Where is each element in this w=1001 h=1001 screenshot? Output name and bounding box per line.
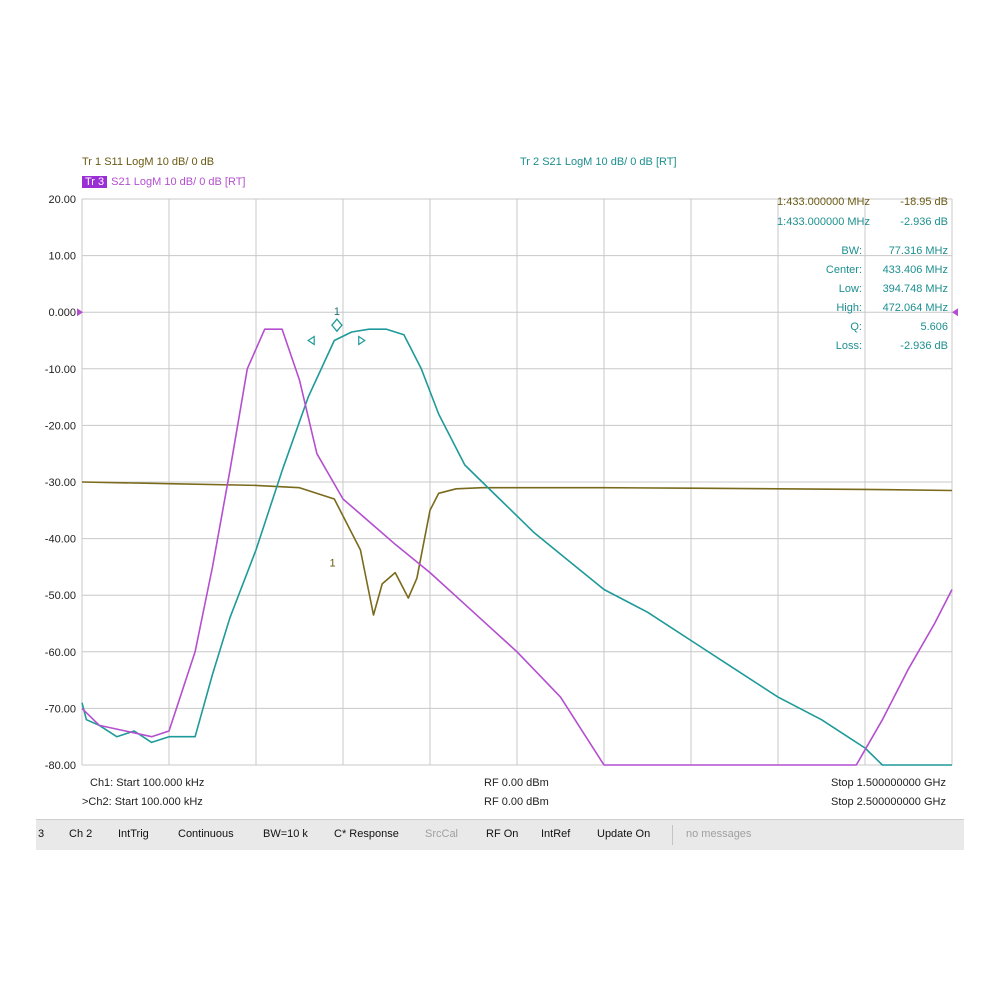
bw-stat-value: 472.064 MHz (883, 302, 948, 314)
smith-plot-area: 20.00 10.00 0.000 -10.00 -20.00 -30.00 -40.00 -… (45, 194, 958, 772)
ch1-power: RF 0.00 dBm (484, 777, 549, 789)
bw-stat-label: High: (836, 302, 862, 314)
y-tick-label: -50.00 (45, 590, 76, 602)
status-active-channel[interactable]: Ch 2 (69, 828, 93, 840)
y-tick-label: -80.00 (45, 760, 76, 772)
marker-readout-s11-value: -18.95 dB (900, 196, 948, 208)
bw-stat-label: Q: (850, 321, 862, 333)
trace2-header[interactable]: Tr 2 S21 LogM 10 dB/ 0 dB [RT] (520, 156, 677, 168)
status-calibration[interactable]: C* Response (334, 828, 399, 840)
ch2-power: RF 0.00 dBm (484, 796, 549, 808)
status-ifbw[interactable]: BW=10 k (263, 828, 308, 840)
ch2-start: >Ch2: Start 100.000 kHz (82, 796, 203, 808)
marker-readout-s21-value: -2.936 dB (900, 216, 948, 228)
ch1-start: Ch1: Start 100.000 kHz (90, 777, 205, 789)
trace1-header[interactable]: Tr 1 S11 LogM 10 dB/ 0 dB (82, 156, 215, 168)
marker-readout-s21-label: 1:433.000000 MHz (777, 216, 870, 228)
y-tick-label: 10.00 (48, 251, 76, 263)
bw-stat-value: 433.406 MHz (883, 264, 948, 276)
y-tick-label: -30.00 (45, 477, 76, 489)
trace3-header[interactable]: Tr 3 S21 LogM 10 dB/ 0 dB [RT] (82, 176, 245, 188)
status-messages: no messages (686, 828, 752, 840)
trace-line-2 (81, 328, 952, 766)
bw-stat-label: Loss: (836, 340, 862, 352)
status-source-cal[interactable]: SrcCal (425, 828, 459, 840)
bw-stat-value: 394.748 MHz (883, 283, 948, 295)
marker-1-s21 (331, 318, 343, 333)
status-reference[interactable]: IntRef (541, 828, 571, 840)
bw-stat-value: 5.606 (920, 321, 948, 333)
marker-1-s21-number: 1 (334, 306, 340, 318)
bw-stat-value: -2.936 dB (900, 340, 948, 352)
bw-low-marker (307, 335, 315, 346)
status-channel-count[interactable]: 3 (38, 828, 45, 840)
bw-stat-label: Low: (839, 283, 862, 295)
y-tick-label: -70.00 (45, 703, 76, 715)
trace-line-1 (81, 481, 953, 616)
analyzer-screen: Tr 1 S11 LogM 10 dB/ 0 dB Tr 3 S21 LogM 1… (36, 151, 964, 851)
marker-readout-s11-label: 1:433.000000 MHz (777, 196, 870, 208)
y-tick-label: -40.00 (45, 534, 76, 546)
ch2-stop: Stop 2.500000000 GHz (831, 796, 946, 808)
bw-stat-value: 77.316 MHz (889, 245, 948, 257)
y-tick-label: 20.00 (48, 194, 76, 206)
status-sweep-mode[interactable]: Continuous (178, 828, 234, 840)
bw-stat-label: Center: (826, 264, 862, 276)
y-tick-label: -10.00 (45, 364, 76, 376)
y-tick-label: -20.00 (45, 420, 76, 432)
trace3-tag: Tr 3 (82, 176, 108, 188)
status-bar: 3 Ch 2 IntTrig Continuous BW=10 k C* Res… (36, 819, 964, 850)
status-update[interactable]: Update On (597, 828, 651, 840)
status-rf-power[interactable]: RF On (486, 828, 519, 840)
y-tick-label: -60.00 (45, 647, 76, 659)
bw-high-marker (358, 335, 366, 346)
bw-stat-label: BW: (841, 245, 862, 257)
status-trigger[interactable]: IntTrig (118, 828, 149, 840)
y-tick-label: 0.000 (48, 307, 76, 319)
trace3-header-label: S21 LogM 10 dB/ 0 dB [RT] (111, 176, 246, 188)
ch1-stop: Stop 1.500000000 GHz (831, 777, 946, 789)
trace-line-3 (81, 328, 953, 766)
marker-1-s11-number: 1 (329, 558, 335, 570)
status-separator (672, 825, 673, 845)
reference-marker-right (952, 308, 958, 317)
reference-marker-left (77, 308, 83, 317)
